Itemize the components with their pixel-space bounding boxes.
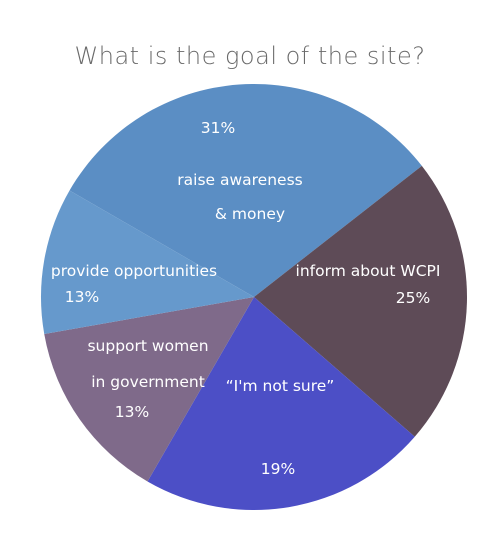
slice-label: raise awareness: [177, 171, 302, 189]
pie-slice: [69, 83, 422, 298]
slice-label: inform about WCPI: [296, 262, 441, 280]
slice-label: “I'm not sure”: [226, 377, 335, 395]
pie-slices: [41, 83, 468, 510]
slice-value-label: 25%: [396, 289, 430, 307]
slice-label: & money: [215, 205, 285, 223]
slice-value-label: 19%: [261, 460, 295, 478]
pie-slice: [147, 297, 415, 510]
slice-value-label: 31%: [201, 119, 235, 137]
slice-value-label: 13%: [115, 403, 149, 421]
slice-value-label: 13%: [65, 288, 99, 306]
pie-slice: [254, 165, 468, 437]
pie-slice: [44, 297, 254, 482]
pie-slice: [41, 190, 254, 334]
pie-labels: raise awareness & money 31% inform about WC…: [51, 119, 441, 478]
chart-title: What is the goal of the site?: [74, 42, 426, 70]
slice-label: support women: [87, 337, 208, 355]
slice-label: provide opportunities: [51, 262, 217, 280]
slice-label: in government: [91, 373, 205, 391]
